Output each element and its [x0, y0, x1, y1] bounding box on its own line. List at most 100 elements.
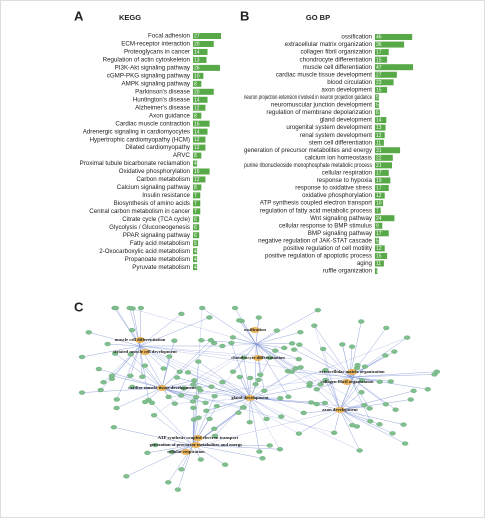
- hub-node: [135, 337, 145, 343]
- category-label: Axon guidance: [149, 112, 190, 119]
- category-label: Fatty acid metabolism: [130, 240, 190, 247]
- gene-node: [272, 348, 279, 353]
- category-label: oxidative phosphorylation: [302, 192, 372, 199]
- category-label: Focal adhesion: [148, 33, 191, 40]
- edge: [339, 409, 393, 434]
- gene-node: [235, 410, 242, 415]
- gene-node: [174, 487, 182, 492]
- gene-node: [278, 414, 285, 419]
- gene-node: [358, 378, 366, 383]
- gene-node: [110, 425, 117, 430]
- edge: [255, 343, 293, 345]
- bar: [193, 160, 198, 167]
- edge: [339, 409, 360, 451]
- category-label: aging: [357, 260, 373, 267]
- value-label: 5: [376, 103, 379, 109]
- bar: [193, 176, 206, 183]
- gene-node: [202, 400, 209, 405]
- edge: [249, 397, 260, 452]
- gene-node: [354, 362, 361, 368]
- edge: [181, 444, 194, 470]
- gene-node: [322, 368, 329, 373]
- edge: [161, 387, 194, 402]
- edge: [130, 345, 141, 376]
- gene-node: [199, 305, 206, 311]
- bar: [193, 40, 214, 47]
- edge: [339, 409, 406, 444]
- bar: [193, 192, 201, 199]
- gene-node: [176, 369, 183, 374]
- category-label: negative regulation of JAK-STAT cascade: [258, 237, 372, 244]
- bar: [375, 94, 380, 101]
- gene-node: [266, 443, 273, 448]
- value-label: 16: [194, 121, 200, 127]
- edge: [81, 345, 141, 358]
- edge: [349, 374, 435, 378]
- gene-node: [401, 441, 409, 446]
- category-label: regulation of membrane depolarization: [266, 109, 372, 116]
- edge: [88, 332, 141, 347]
- bar: [193, 224, 200, 231]
- bar: [375, 207, 381, 214]
- category-label: Hypertrophic cardiomyopathy (HCM): [90, 136, 190, 143]
- gene-node: [229, 335, 237, 340]
- gene-node: [142, 399, 149, 405]
- value-label: 23: [376, 80, 382, 86]
- gene-node: [297, 330, 304, 335]
- edge: [255, 343, 285, 349]
- bar: [375, 101, 380, 108]
- value-label: 10: [194, 73, 200, 79]
- gene-node: [177, 393, 185, 398]
- category-label: PI3K-Akt signaling pathway: [115, 65, 191, 72]
- bar: [375, 200, 384, 207]
- edge: [314, 325, 341, 411]
- gene-node: [308, 400, 315, 405]
- category-label: cGMP-PKG signaling pathway: [107, 72, 191, 79]
- edge: [139, 345, 244, 358]
- edge: [316, 376, 351, 390]
- edge: [161, 339, 212, 389]
- category-label: Huntington's disease: [133, 96, 191, 103]
- edge: [339, 390, 414, 411]
- bar: [193, 56, 207, 63]
- value-label: 22: [376, 155, 382, 161]
- hub-node: [193, 435, 203, 441]
- gene-node: [376, 422, 383, 427]
- gene-node: [366, 406, 373, 411]
- bar: [193, 264, 198, 271]
- edge: [113, 426, 194, 446]
- gene-node: [348, 344, 356, 349]
- category-label: Dilated cardiomyopathy: [125, 144, 191, 151]
- edge: [168, 376, 351, 398]
- edge: [194, 343, 257, 381]
- category-label: Glycolysis / Gluconeogenesis: [109, 224, 190, 231]
- edge: [161, 387, 335, 433]
- edge: [249, 397, 282, 417]
- edge: [339, 366, 366, 411]
- bar: [193, 72, 204, 79]
- gene-node: [281, 345, 288, 351]
- bar: [193, 112, 202, 119]
- edge: [192, 444, 280, 450]
- gene-node: [257, 372, 264, 377]
- value-label: 7: [376, 208, 379, 214]
- gene-node: [198, 338, 205, 343]
- value-label: 12: [376, 133, 382, 139]
- value-label: 46: [376, 35, 382, 41]
- edge: [349, 376, 371, 422]
- value-label: 17: [376, 186, 382, 192]
- gene-node: [85, 330, 92, 335]
- gene-node: [231, 305, 239, 311]
- value-label: 15: [376, 57, 382, 63]
- bar: [193, 33, 221, 39]
- bar: [193, 168, 210, 175]
- gene-node: [113, 397, 120, 402]
- bar: [193, 88, 214, 95]
- gene-node: [277, 396, 284, 401]
- edge: [299, 344, 351, 378]
- category-label: ECM-receptor interaction: [121, 41, 190, 48]
- edge: [111, 345, 141, 379]
- edge: [153, 343, 257, 416]
- category-label: Adrenergic signaling in cardiomyocytes: [83, 128, 190, 135]
- value-label: 7: [194, 201, 197, 207]
